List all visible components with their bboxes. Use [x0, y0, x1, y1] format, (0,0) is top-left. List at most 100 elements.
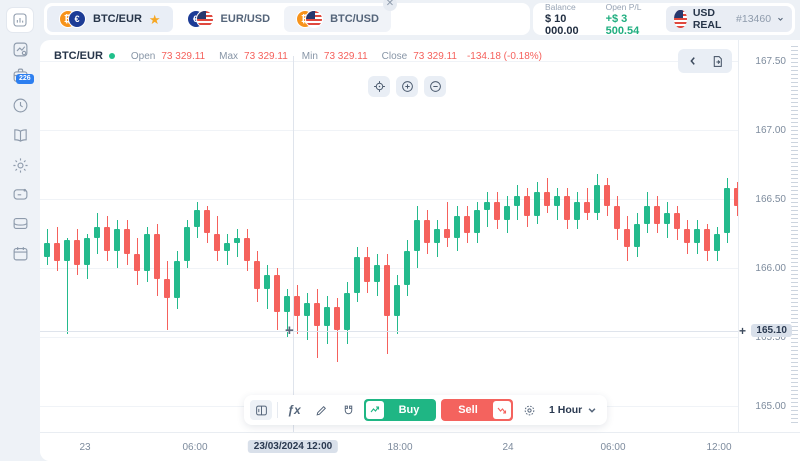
magnet-icon[interactable]: [337, 400, 359, 420]
candle-body: [514, 196, 520, 206]
ohlc-legend: BTC/EUR Open 73 329.11 Max 73 329.11 Min…: [54, 50, 546, 62]
candle-body: [254, 261, 260, 289]
sell-label: Sell: [458, 404, 478, 416]
pnl-value: +$ 3 500.54: [605, 12, 640, 37]
zoom-out-icon[interactable]: [424, 76, 446, 97]
tab-btc-usd[interactable]: ₿ BTC/USD ✕: [284, 0, 397, 32]
time-tick-label: 24: [502, 442, 514, 453]
timeframe-dropdown[interactable]: 1 Hour: [545, 404, 601, 416]
indicators-fx-icon[interactable]: ƒx: [287, 403, 301, 417]
btc-eur-pair-icon: ₿ €: [59, 10, 86, 28]
export-panel-icon[interactable]: [706, 51, 728, 71]
time-tick-label: 12:00: [706, 442, 732, 453]
candle-body: [224, 243, 230, 252]
wallet-icon[interactable]: [6, 210, 34, 236]
eur-usd-pair-icon: €: [186, 10, 214, 28]
account-selector[interactable]: USD REAL #13460: [666, 6, 792, 32]
usd-flag-icon: [305, 10, 324, 28]
candle-wick: [336, 298, 338, 362]
candle-body: [654, 205, 660, 224]
candle-body: [484, 201, 490, 211]
candle-body: [684, 229, 690, 244]
candle-body: [354, 256, 360, 293]
crosshair-cursor-icon: +: [285, 322, 294, 339]
price-tick-label: 165.00: [755, 401, 786, 412]
candle-body: [534, 192, 540, 216]
tab-eur-usd[interactable]: € EUR/USD: [175, 6, 283, 32]
buy-button[interactable]: Buy: [364, 399, 436, 421]
candle-body: [304, 302, 310, 317]
price-tick-label: 165.50: [755, 332, 786, 343]
trade-room-icon[interactable]: [6, 7, 34, 33]
chart-settings-icon[interactable]: [6, 36, 34, 62]
price-tick-label: 167.50: [755, 56, 786, 67]
price-axis[interactable]: + 165.10 167.50 167.00 166.50 166.00 165.50 1…: [738, 40, 800, 432]
candle-body: [444, 229, 450, 238]
candle-body: [604, 185, 610, 206]
candle-body: [64, 240, 70, 262]
sell-button[interactable]: Sell: [441, 399, 513, 421]
time-tick-label: 06:00: [182, 442, 208, 453]
drawing-pencil-icon[interactable]: [310, 400, 332, 420]
candle-body: [464, 215, 470, 234]
candle-body: [104, 226, 110, 252]
crosshair-horizontal-line: [40, 331, 738, 332]
trend-down-icon: [493, 401, 511, 419]
history-icon[interactable]: [6, 92, 34, 118]
candle-body: [174, 261, 180, 299]
asset-tabs: ₿ € BTC/EUR ★ € EUR/USD ₿ BTC/USD: [44, 0, 530, 35]
candle-body: [454, 215, 460, 238]
change-value: -134.18 (-0.18%): [466, 50, 543, 62]
open-value: 73 329.11: [161, 50, 206, 62]
close-tab-icon[interactable]: ✕: [382, 0, 397, 11]
buy-label: Buy: [398, 404, 420, 416]
time-axis[interactable]: 23/03/2024 12:00 23 06:00 18:00 24 06:00 12:0…: [40, 432, 800, 461]
chevron-down-icon: [778, 17, 783, 21]
candle-body: [624, 229, 630, 248]
plot-area[interactable]: +: [40, 40, 738, 432]
portfolio-badge: 226: [16, 74, 34, 85]
time-tick-label: 23: [79, 442, 91, 453]
close-label: Close: [381, 50, 408, 62]
candle-body: [554, 196, 560, 206]
candle-body: [164, 279, 170, 299]
candle-body: [54, 243, 60, 262]
tab-btc-eur[interactable]: ₿ € BTC/EUR ★: [47, 6, 173, 32]
candle-body: [84, 237, 90, 266]
education-icon[interactable]: [6, 122, 34, 148]
candle-body: [114, 229, 120, 252]
candle-body: [734, 187, 738, 206]
candle-body: [274, 274, 280, 313]
chart-toolbar: ƒx Buy Sell 1: [244, 395, 608, 425]
chevron-left-icon[interactable]: [682, 51, 704, 71]
crosshair-target-icon[interactable]: [368, 76, 390, 97]
favorite-star-icon[interactable]: ★: [148, 11, 161, 27]
chevron-down-icon: [588, 408, 596, 413]
candle-body: [434, 229, 440, 244]
calendar-icon[interactable]: [6, 240, 34, 266]
gridline: [40, 61, 738, 62]
crosshair-vertical-line: [293, 56, 294, 432]
candle-body: [74, 240, 80, 266]
account-id: #13460: [736, 13, 772, 25]
chart-type-icon[interactable]: [250, 400, 272, 420]
chat-icon[interactable]: [6, 182, 34, 208]
candle-body: [494, 201, 500, 220]
account-panel: Balance $ 10 000.00 Open P/L +$ 3 500.54…: [533, 2, 795, 37]
zoom-in-icon[interactable]: [396, 76, 418, 97]
chart-settings-gear-icon[interactable]: [518, 400, 540, 420]
candle-body: [424, 219, 430, 244]
settings-icon[interactable]: [6, 152, 34, 178]
candle-wick: [66, 237, 68, 335]
time-tick-label: 18:00: [387, 442, 413, 453]
candle-body: [644, 205, 650, 224]
candle-body: [634, 223, 640, 248]
tab-label: BTC/USD: [330, 13, 379, 25]
candle-body: [474, 210, 480, 234]
candle-body: [704, 229, 710, 252]
trend-up-icon: [366, 401, 384, 419]
add-alert-plus-icon[interactable]: +: [738, 324, 746, 338]
usd-flag-icon: [674, 10, 687, 28]
candle-body: [194, 210, 200, 227]
price-tick-label: 166.00: [755, 263, 786, 274]
